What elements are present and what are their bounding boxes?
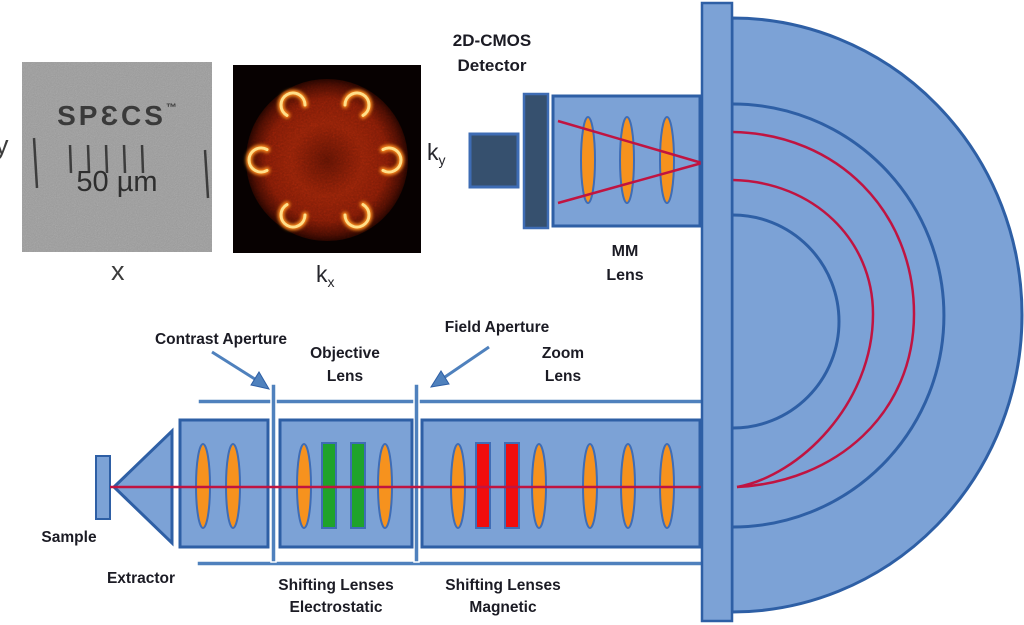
tick-long [32, 137, 39, 189]
trademark-mark: ™ [165, 102, 177, 114]
tick-short [140, 144, 145, 174]
mm-lens-label-line1: MM [611, 243, 639, 260]
ky-sub: y [438, 152, 446, 168]
arrow-shaft [441, 345, 490, 381]
shifting-lens-magnetic [504, 442, 520, 529]
column-rail-bottom [196, 560, 703, 567]
crescent [247, 146, 269, 174]
shifting-electrostatic-label-line1: Shifting Lenses [278, 577, 394, 594]
beam-ray [557, 119, 703, 165]
lens-orange [377, 443, 393, 529]
lens-orange [531, 443, 547, 529]
analyzer-outer-electrode-arc [732, 102, 946, 529]
shifting-lens-electrostatic [321, 442, 337, 529]
lens-orange [582, 443, 598, 529]
objective-lens-elements [296, 442, 393, 529]
lens-orange [659, 116, 675, 204]
sample-label: Sample [41, 529, 97, 546]
shifting-lens-magnetic [475, 442, 491, 529]
field-aperture-label: Field Aperture [444, 319, 550, 336]
lens-orange [580, 116, 596, 204]
extractor-label: Extractor [106, 570, 176, 587]
real-space-image: SPƐCS™ 50 µm [22, 62, 212, 252]
mm-lens-box [551, 94, 702, 228]
lens-orange [620, 443, 636, 529]
detector-label-line1: 2D-CMOS [452, 31, 532, 50]
zoom-lens-box [420, 418, 702, 549]
extractor-lens-box [178, 418, 270, 549]
extractor-cone [111, 427, 174, 547]
lens-orange [450, 443, 466, 529]
detector-mount-bar [522, 92, 550, 230]
zoom-lens-label-line2: Lens [544, 368, 582, 385]
k-space-image [233, 65, 421, 253]
arrow-head-icon [429, 370, 450, 388]
zoom-lens-elements [450, 442, 675, 529]
sem-grain [22, 62, 212, 252]
analyzer-inner-electrode-arc [732, 213, 841, 430]
field-aperture-arrow [429, 345, 490, 388]
contrast-aperture-arrow [211, 350, 271, 390]
sem-texture [22, 62, 212, 252]
y-axis-label: y [0, 130, 9, 160]
crescent [343, 203, 371, 229]
contrast-aperture-label: Contrast Aperture [154, 331, 288, 348]
shifting-lens-electrostatic [350, 442, 366, 529]
tick-short [122, 144, 127, 174]
sample-plate [95, 455, 111, 520]
kx-main: k [316, 261, 328, 287]
detector-label-line2: Detector [457, 56, 527, 75]
ky-axis-label: ky [427, 136, 446, 168]
bright-crescent-spots [245, 89, 405, 231]
lens-orange [296, 443, 312, 529]
mm-lens-label-line2: Lens [606, 267, 644, 284]
objective-lens-label-line1: Objective [310, 345, 380, 362]
zoom-lens-label-line1: Zoom [541, 345, 585, 362]
field-aperture-bar [413, 383, 420, 563]
crescent [343, 91, 371, 117]
lens-orange [619, 116, 635, 204]
objective-lens-box [278, 418, 414, 549]
contrast-aperture-bar [270, 383, 277, 563]
extractor-lens-elements [195, 443, 241, 529]
mm-lens-elements [580, 116, 675, 204]
sem-scale-ticks [32, 137, 210, 199]
objective-lens-label-line2: Lens [326, 368, 364, 385]
cmos-detector-square [468, 132, 520, 189]
kx-sub: x [327, 274, 335, 290]
scale-bar-label: 50 µm [76, 166, 158, 198]
lens-orange [195, 443, 211, 529]
kspace-grain [246, 79, 408, 241]
crescent [279, 203, 307, 229]
tick-short [86, 144, 91, 174]
lens-orange [659, 443, 675, 529]
beam-path-analyzer-outer [732, 130, 916, 489]
beam-path-mm-lens [557, 119, 703, 205]
tick-short [104, 144, 109, 174]
analyzer-outer-shell [730, 16, 1024, 614]
beam-ray [557, 161, 703, 205]
analyzer-entrance-slab [700, 1, 734, 623]
arrow-head-icon [250, 371, 271, 390]
tick-short [68, 144, 73, 174]
lens-orange [225, 443, 241, 529]
tick-long [203, 149, 210, 199]
shifting-magnetic-label-line2: Magnetic [469, 599, 537, 616]
ky-main: k [427, 139, 439, 165]
column-rail-top [197, 398, 703, 405]
crescent [381, 146, 403, 174]
shifting-electrostatic-label-line2: Electrostatic [289, 599, 383, 616]
crescent [279, 91, 307, 117]
kx-axis-label: kx [316, 258, 335, 290]
specs-brand-logo: SPƐCS™ [57, 100, 177, 131]
arrow-shaft [211, 350, 259, 383]
shifting-magnetic-label-line1: Shifting Lenses [445, 577, 561, 594]
kspace-pattern [245, 79, 408, 241]
beam-path-analyzer-inner [732, 178, 875, 489]
crescent-core-layer [247, 91, 403, 229]
x-axis-label: x [111, 256, 125, 286]
